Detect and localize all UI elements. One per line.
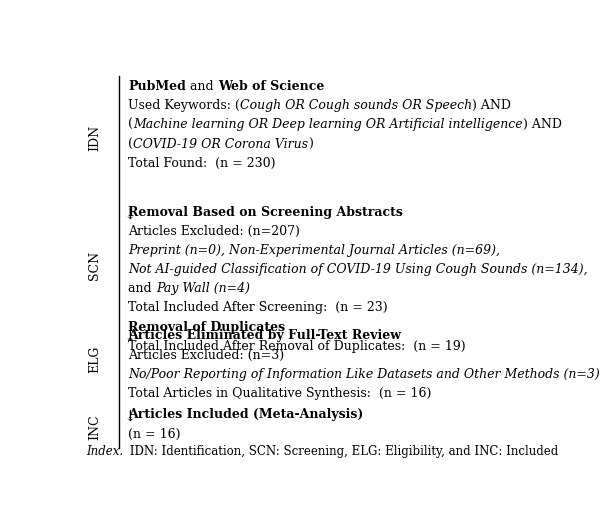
Text: COVID-19 OR Corona Virus: COVID-19 OR Corona Virus (133, 138, 308, 151)
Text: No/Poor Reporting of Information Like Datasets and Other Methods (n=3): No/Poor Reporting of Information Like Da… (128, 368, 600, 381)
Text: and: and (128, 282, 156, 295)
Text: Articles Excluded: (n=3): Articles Excluded: (n=3) (128, 349, 284, 362)
Text: ) AND: ) AND (523, 119, 562, 132)
Text: INC: INC (88, 414, 101, 440)
Text: Total Included After Screening:  (n = 23): Total Included After Screening: (n = 23) (128, 301, 388, 314)
Text: ): ) (308, 138, 313, 151)
Text: Articles Excluded: (n=207): Articles Excluded: (n=207) (128, 225, 301, 238)
Text: Web of Science: Web of Science (218, 80, 325, 93)
Text: Index.: Index. (86, 445, 124, 458)
Text: Total Articles in Qualitative Synthesis:  (n = 16): Total Articles in Qualitative Synthesis:… (128, 387, 432, 400)
Text: Pay Wall (n=4): Pay Wall (n=4) (156, 282, 250, 295)
Text: ↓: ↓ (124, 209, 137, 223)
Text: Removal of Duplicates: Removal of Duplicates (128, 321, 286, 334)
Text: Removal Based on Screening Abstracts: Removal Based on Screening Abstracts (128, 206, 403, 219)
Text: Articles Included (Meta-Analysis): Articles Included (Meta-Analysis) (128, 408, 364, 421)
Text: Preprint (n=0), Non-Experimental Journal Articles (n=69),: Preprint (n=0), Non-Experimental Journal… (128, 244, 500, 257)
Text: SCN: SCN (88, 251, 101, 280)
Text: IDN: Identification, SCN: Screening, ELG: Eligibility, and INC: Included: IDN: Identification, SCN: Screening, ELG… (126, 445, 559, 458)
Text: (: ( (128, 119, 133, 132)
Text: IDN: IDN (88, 125, 101, 151)
Text: Cough OR Cough sounds OR Speech: Cough OR Cough sounds OR Speech (241, 99, 472, 112)
Text: Total Found:  (n = 230): Total Found: (n = 230) (128, 156, 276, 170)
Text: and: and (187, 80, 218, 93)
Text: Not AI-guided Classification of COVID-19 Using Cough Sounds (n=134),: Not AI-guided Classification of COVID-19… (128, 263, 588, 276)
Text: ELG: ELG (88, 346, 101, 373)
Text: (n = 16): (n = 16) (128, 427, 181, 440)
Text: ↓: ↓ (124, 411, 137, 425)
Text: Articles Eliminated by Full-Text Review: Articles Eliminated by Full-Text Review (128, 329, 401, 342)
Text: ) AND: ) AND (472, 99, 511, 112)
Text: Total Included After Removal of Duplicates:  (n = 19): Total Included After Removal of Duplicat… (128, 340, 466, 353)
Text: Machine learning OR Deep learning OR Artificial intelligence: Machine learning OR Deep learning OR Art… (133, 119, 523, 132)
Text: (: ( (128, 138, 133, 151)
Text: ↓: ↓ (124, 331, 137, 345)
Text: PubMed: PubMed (128, 80, 187, 93)
Text: Used Keywords: (: Used Keywords: ( (128, 99, 241, 112)
